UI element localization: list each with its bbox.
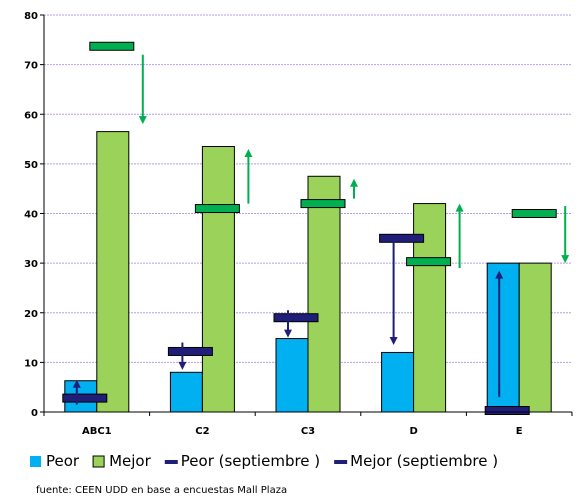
change-arrows [72, 54, 570, 405]
legend-label: Peor (septiembre ) [181, 452, 320, 470]
change-arrow-head [284, 329, 292, 338]
change-arrow-e [561, 206, 570, 264]
change-arrow-head [389, 337, 398, 346]
change-arrow-head [495, 270, 504, 279]
change-arrow-head [561, 255, 570, 264]
change-arrow-c3 [284, 310, 292, 338]
legend-item-peor: Peor [30, 452, 80, 470]
change-arrow-c2 [244, 148, 253, 204]
y-tick-label: 80 [24, 11, 38, 22]
bar-mejor-abc1 [96, 131, 130, 413]
x-tick-label-d: D [409, 426, 417, 437]
change-arrow-c2 [178, 342, 187, 370]
bar-mejor-c3 [307, 175, 341, 413]
marker-peor-septiembre-d [406, 257, 452, 267]
legend-item-mejor: Mejor [92, 452, 152, 470]
marker-mejor-septiembre-c3 [273, 313, 319, 323]
legend-item-peor-septiembre: Peor (septiembre ) [164, 452, 320, 470]
change-arrow-abc1 [72, 379, 81, 405]
bars [64, 131, 552, 413]
bar-peor-c3 [275, 338, 309, 413]
marker-peor-septiembre-abc1 [89, 41, 135, 51]
legend-swatch [334, 460, 348, 464]
bar-mejor-c2 [201, 146, 235, 413]
bar-mejor-e [518, 262, 552, 413]
legend-label: Mejor [109, 452, 152, 470]
y-tick-label: 70 [24, 61, 38, 72]
change-arrow-head [178, 361, 187, 370]
y-tick-label: 60 [24, 110, 38, 121]
legend: Peor Mejor Peor (septiembre ) Mejor (septie… [30, 452, 498, 470]
change-arrow-e [495, 270, 504, 398]
legend-swatch [30, 456, 41, 467]
y-tick-label: 0 [31, 408, 38, 419]
change-arrow-d [455, 203, 464, 269]
bar-peor-c2 [169, 371, 203, 413]
x-tick-label-c2: C2 [195, 426, 209, 437]
legend-item-mejor-septiembre: Mejor (septiembre ) [334, 452, 498, 470]
marker-mejor-septiembre-d [379, 233, 425, 243]
legend-swatch [164, 460, 178, 464]
marker-peor-septiembre-e [511, 209, 557, 218]
bar-peor-e [486, 262, 520, 413]
change-arrow-head [138, 116, 147, 125]
bar-peor-d [381, 351, 415, 413]
x-tick-label-abc1: ABC1 [82, 426, 112, 437]
legend-label: Mejor (septiembre ) [350, 452, 498, 470]
change-arrow-d [389, 240, 398, 346]
axes: 0 10 20 30 40 50 60 70 80 ABC1 C2 C3 D E [24, 11, 573, 437]
source-note: fuente: CEEN UDD en base a encuestas Mal… [36, 485, 287, 496]
legend-swatch [92, 455, 105, 468]
marker-peor-septiembre-c2 [194, 204, 240, 214]
change-arrow-head [455, 203, 464, 212]
change-arrow-head [72, 379, 81, 388]
change-arrow-c3 [350, 178, 358, 199]
september-markers [62, 41, 557, 416]
marker-mejor-septiembre-c2 [167, 346, 213, 356]
marker-mejor-septiembre-abc1 [62, 393, 108, 403]
y-tick-label: 20 [24, 309, 38, 320]
marker-mejor-septiembre-e [484, 406, 530, 416]
x-tick-label-e: E [516, 426, 523, 437]
y-tick-label: 30 [24, 259, 38, 270]
change-arrow-head [244, 148, 253, 157]
marker-peor-septiembre-c3 [300, 199, 346, 209]
x-tick-label-c3: C3 [301, 426, 315, 437]
y-tick-label: 50 [24, 160, 38, 171]
change-arrow-abc1 [138, 54, 147, 125]
legend-label: Peor [46, 452, 80, 470]
change-arrow-head [350, 178, 358, 187]
y-tick-label: 10 [24, 358, 38, 369]
y-tick-label: 40 [24, 210, 38, 221]
